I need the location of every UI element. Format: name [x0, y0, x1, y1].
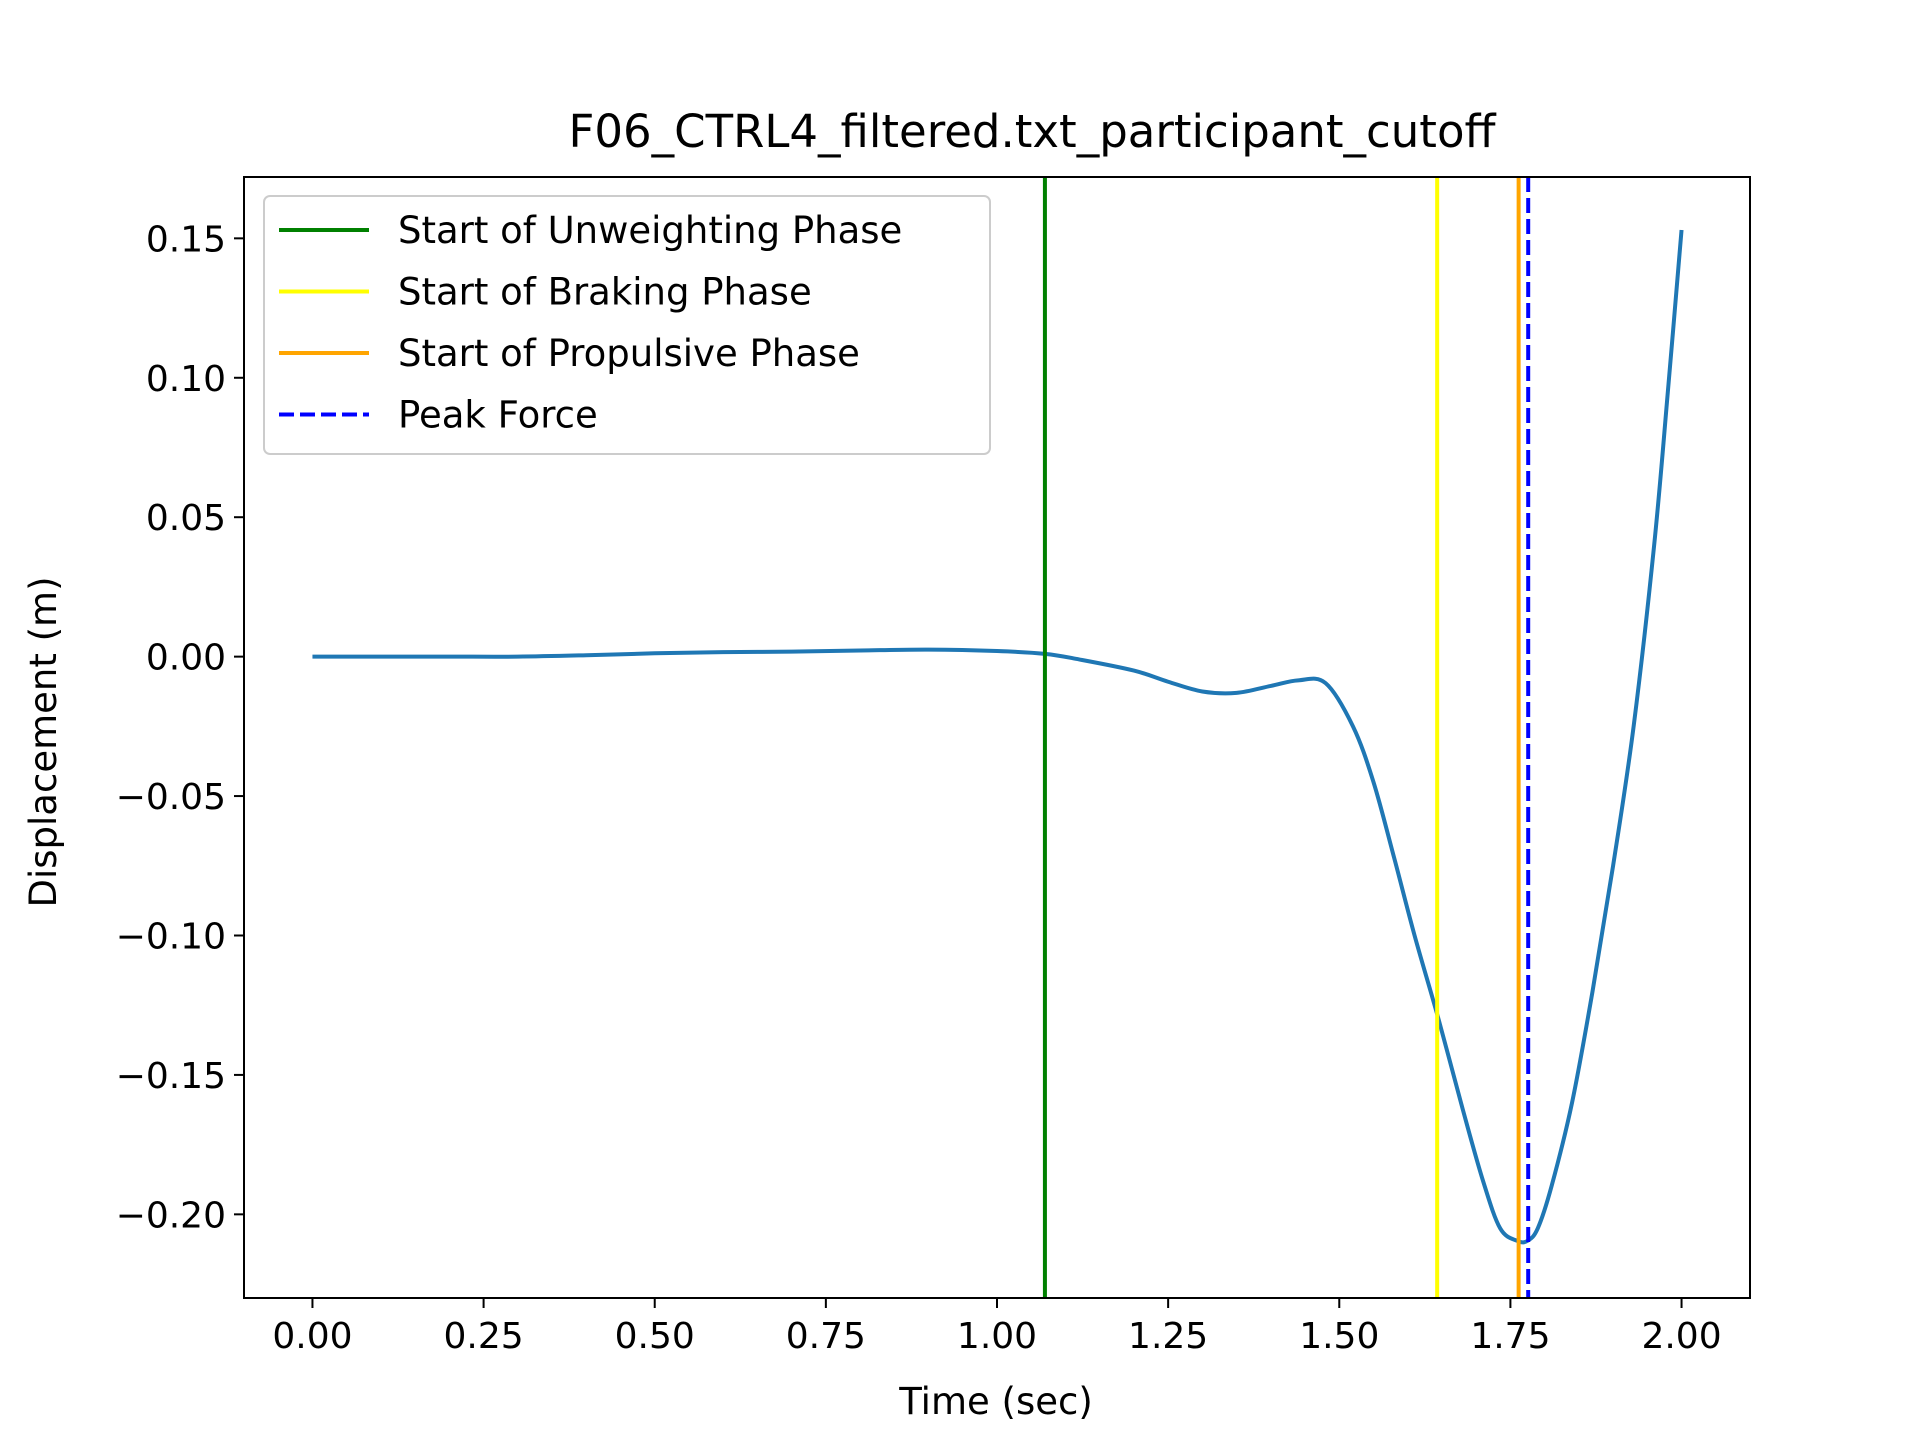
chart-title: F06_CTRL4_filtered.txt_participant_cutof…	[569, 105, 1497, 158]
legend-label: Peak Force	[398, 394, 598, 437]
x-axis-ticks: 0.00 0.25 0.50 0.75 1.00 1.25 1.50 1.75 2.00	[272, 1298, 1722, 1357]
x-axis-label: Time (sec)	[898, 1380, 1093, 1423]
legend-box	[263, 195, 991, 455]
x-tick-label: 0.50	[615, 1316, 695, 1357]
series-line-0	[312, 229, 1684, 1245]
x-tick-label: 1.50	[1299, 1316, 1379, 1357]
y-axis-label: Displacement (m)	[22, 576, 65, 907]
legend-label: Start of Unweighting Phase	[398, 209, 902, 252]
x-tick-label: 1.25	[1128, 1316, 1208, 1357]
x-tick-label: 2.00	[1641, 1316, 1721, 1357]
y-tick-label: 0.05	[146, 498, 226, 539]
phase-lines	[1042, 177, 1531, 1298]
axes-frame	[243, 176, 1751, 1299]
plot-area	[312, 229, 1684, 1245]
legend-label: Start of Propulsive Phase	[398, 332, 860, 375]
x-tick-label: 0.75	[786, 1316, 866, 1357]
y-axis-ticks: 0.15 0.10 0.05 0.00 −0.05 −0.10 −0.15 −0.20	[116, 219, 244, 1236]
x-tick-label: 1.00	[957, 1316, 1037, 1357]
legend-label: Start of Braking Phase	[398, 271, 812, 314]
legend: Start of Unweighting Phase Start of Braki…	[263, 195, 991, 455]
x-tick-label: 0.25	[444, 1316, 524, 1357]
y-tick-label: 0.15	[146, 219, 226, 260]
y-tick-label: 0.00	[146, 638, 226, 679]
x-tick-label: 0.00	[272, 1316, 352, 1357]
x-tick-label: 1.75	[1470, 1316, 1550, 1357]
y-tick-label: −0.10	[116, 916, 226, 957]
y-tick-label: 0.10	[146, 359, 226, 400]
y-tick-label: −0.15	[116, 1056, 226, 1097]
y-tick-label: −0.05	[116, 777, 226, 818]
y-tick-label: −0.20	[116, 1195, 226, 1236]
